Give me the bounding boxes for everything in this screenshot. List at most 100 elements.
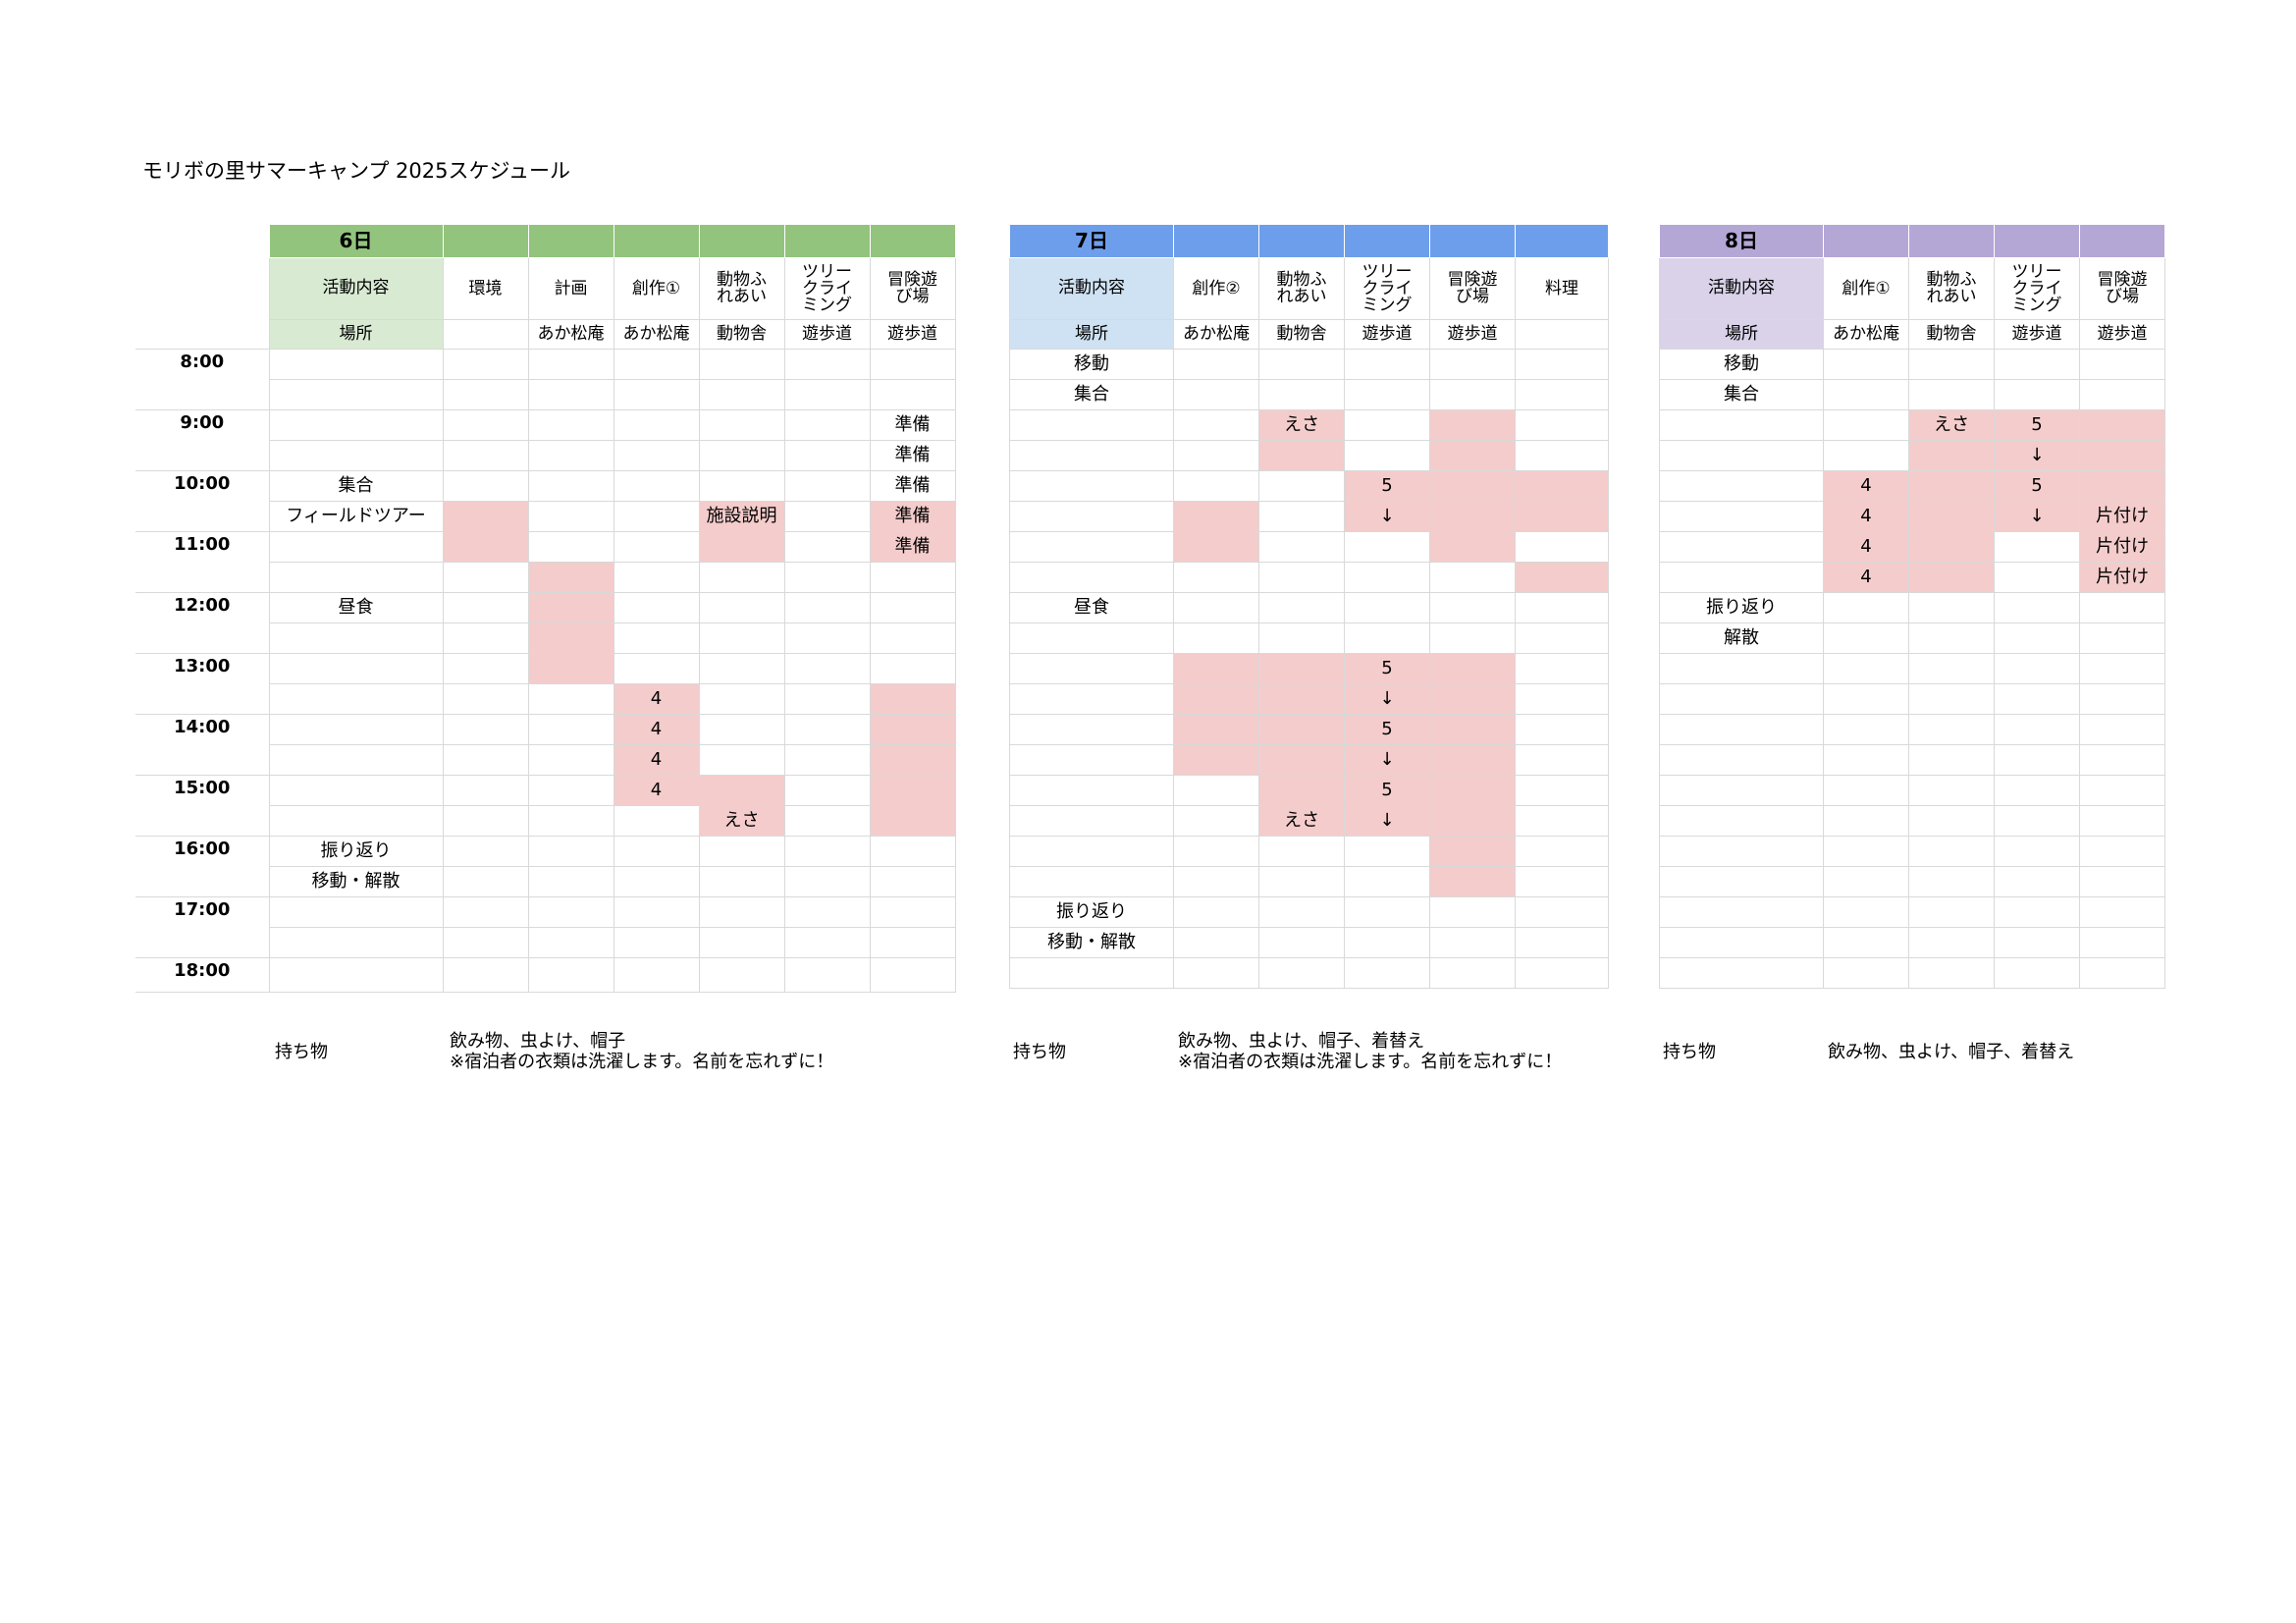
schedule-cell — [783, 409, 871, 441]
schedule-cell — [1994, 714, 2080, 745]
schedule-cell — [783, 653, 871, 684]
schedule-cell: 4 — [1823, 501, 1909, 532]
schedule-cell — [869, 957, 956, 993]
schedule-cell — [1344, 927, 1430, 958]
schedule-cell — [1515, 562, 1609, 593]
schedule-cell — [527, 440, 614, 471]
schedule-cell — [1515, 866, 1609, 897]
schedule-cell — [2079, 683, 2165, 715]
schedule-cell — [1515, 714, 1609, 745]
day-header-fill — [1344, 224, 1430, 258]
schedule-cell — [1994, 927, 2080, 958]
schedule-cell — [1258, 531, 1345, 563]
schedule-cell — [613, 562, 700, 593]
schedule-cell — [1908, 683, 1995, 715]
schedule-cell — [442, 501, 529, 532]
schedule-cell — [1258, 440, 1345, 471]
schedule-cell — [698, 927, 785, 958]
schedule-cell — [698, 470, 785, 502]
schedule-main-cell — [268, 440, 444, 471]
schedule-cell — [1908, 470, 1995, 502]
schedule-cell — [527, 714, 614, 745]
footer-item: ※宿泊者の衣類は洗濯します。名前を忘れずに！ — [1178, 1051, 1563, 1072]
day-label: 6日 — [268, 224, 444, 258]
schedule-cell — [2079, 927, 2165, 958]
schedule-cell — [613, 409, 700, 441]
schedule-main-cell — [1009, 562, 1174, 593]
schedule-main-cell: 集合 — [268, 470, 444, 502]
schedule-cell: 準備 — [869, 501, 956, 532]
schedule-main-cell — [1659, 683, 1824, 715]
schedule-cell — [1429, 501, 1516, 532]
schedule-main-cell: フィールドツアー — [268, 501, 444, 532]
schedule-cell — [442, 470, 529, 502]
schedule-cell — [698, 653, 785, 684]
schedule-main-cell: 集合 — [1009, 379, 1174, 410]
schedule-main-cell — [1659, 562, 1824, 593]
schedule-cell — [1823, 440, 1909, 471]
schedule-main-cell — [268, 775, 444, 806]
schedule-cell — [1823, 622, 1909, 654]
schedule-cell — [1515, 683, 1609, 715]
activity-header: 料理 — [1515, 257, 1609, 320]
activity-header: 動物ふれあい — [698, 257, 785, 320]
schedule-cell: ↓ — [1344, 501, 1430, 532]
schedule-cell: 準備 — [869, 409, 956, 441]
schedule-cell — [442, 866, 529, 897]
schedule-cell: 4 — [1823, 531, 1909, 563]
blank-cell — [135, 225, 269, 258]
schedule-main-cell — [268, 683, 444, 715]
schedule-cell — [442, 714, 529, 745]
schedule-cell — [698, 349, 785, 380]
schedule-cell — [698, 562, 785, 593]
activity-name: 創作① — [631, 278, 681, 298]
schedule-cell — [2079, 379, 2165, 410]
schedule-cell — [1515, 744, 1609, 776]
schedule-main-cell: 昼食 — [1009, 592, 1174, 623]
schedule-cell — [783, 501, 871, 532]
time-label: 9:00 — [135, 409, 269, 471]
day-header-fill — [698, 224, 785, 258]
schedule-cell — [527, 957, 614, 993]
schedule-cell — [1515, 805, 1609, 837]
schedule-main-cell: 解散 — [1659, 622, 1824, 654]
schedule-cell — [698, 896, 785, 928]
schedule-cell: 5 — [1994, 409, 2080, 441]
schedule-cell — [1908, 927, 1995, 958]
place-cell: あか松庵 — [613, 319, 700, 350]
schedule-cell — [869, 775, 956, 806]
schedule-main-cell: 振り返り — [1009, 896, 1174, 928]
schedule-cell — [613, 592, 700, 623]
schedule-cell — [1994, 562, 2080, 593]
schedule-cell — [2079, 714, 2165, 745]
schedule-cell — [1258, 744, 1345, 776]
schedule-main-cell — [268, 379, 444, 410]
place-cell — [1515, 319, 1609, 350]
schedule-cell — [1994, 349, 2080, 380]
schedule-cell — [527, 349, 614, 380]
schedule-cell — [1908, 653, 1995, 684]
schedule-cell — [783, 440, 871, 471]
schedule-cell — [1429, 592, 1516, 623]
place-cell: 動物舎 — [1908, 319, 1995, 350]
schedule-cell — [613, 379, 700, 410]
day-header-fill — [1994, 224, 2080, 258]
schedule-cell — [2079, 349, 2165, 380]
schedule-main-cell: 昼食 — [268, 592, 444, 623]
day-label: 8日 — [1659, 224, 1824, 258]
schedule-cell — [1823, 805, 1909, 837]
page-title: モリボの里サマーキャンプ 2025スケジュール — [142, 159, 571, 183]
schedule-cell — [783, 622, 871, 654]
schedule-cell — [1823, 653, 1909, 684]
schedule-cell — [698, 957, 785, 993]
schedule-cell — [1429, 896, 1516, 928]
schedule-cell — [783, 927, 871, 958]
schedule-main-cell — [268, 927, 444, 958]
schedule-cell — [1994, 531, 2080, 563]
schedule-cell — [1429, 349, 1516, 380]
schedule-main-cell — [1009, 501, 1174, 532]
schedule-cell — [869, 927, 956, 958]
schedule-cell — [869, 653, 956, 684]
schedule-cell — [1258, 349, 1345, 380]
footer-item: 飲み物、虫よけ、帽子、着替え — [1178, 1031, 1425, 1052]
